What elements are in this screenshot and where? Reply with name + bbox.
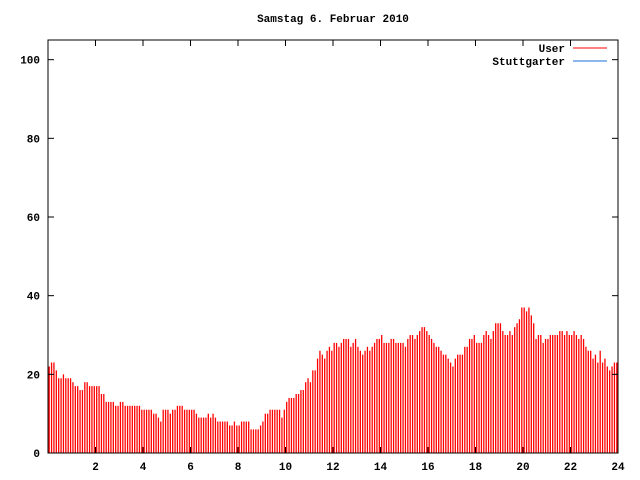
x-tick-label: 24 bbox=[611, 462, 625, 474]
legend-label-stuttgarter: Stuttgarter bbox=[492, 57, 565, 69]
y-tick-label: 20 bbox=[27, 370, 40, 382]
bars-group bbox=[48, 307, 618, 453]
y-tick-label: 60 bbox=[27, 213, 40, 225]
legend-label-user: User bbox=[539, 44, 565, 56]
x-tick-label: 22 bbox=[564, 462, 577, 474]
y-tick-label: 100 bbox=[20, 56, 40, 68]
y-tick-label: 40 bbox=[27, 292, 40, 304]
plot-border bbox=[47, 39, 619, 454]
x-tick-label: 4 bbox=[140, 462, 147, 474]
legend: User Stuttgarter bbox=[492, 44, 607, 69]
x-tick-label: 10 bbox=[279, 462, 292, 474]
x-tick-label: 12 bbox=[326, 462, 339, 474]
x-tick-label: 2 bbox=[92, 462, 99, 474]
chart-title: Samstag 6. Februar 2010 bbox=[257, 14, 409, 26]
y-tick-label: 80 bbox=[27, 134, 40, 146]
x-tick-label: 20 bbox=[516, 462, 529, 474]
x-tick-label: 16 bbox=[421, 462, 434, 474]
x-tick-label: 18 bbox=[469, 462, 483, 474]
x-tick-label: 8 bbox=[235, 462, 242, 474]
x-tick-label: 14 bbox=[374, 462, 388, 474]
y-tick-label: 0 bbox=[33, 449, 40, 461]
x-tick-label: 6 bbox=[187, 462, 194, 474]
